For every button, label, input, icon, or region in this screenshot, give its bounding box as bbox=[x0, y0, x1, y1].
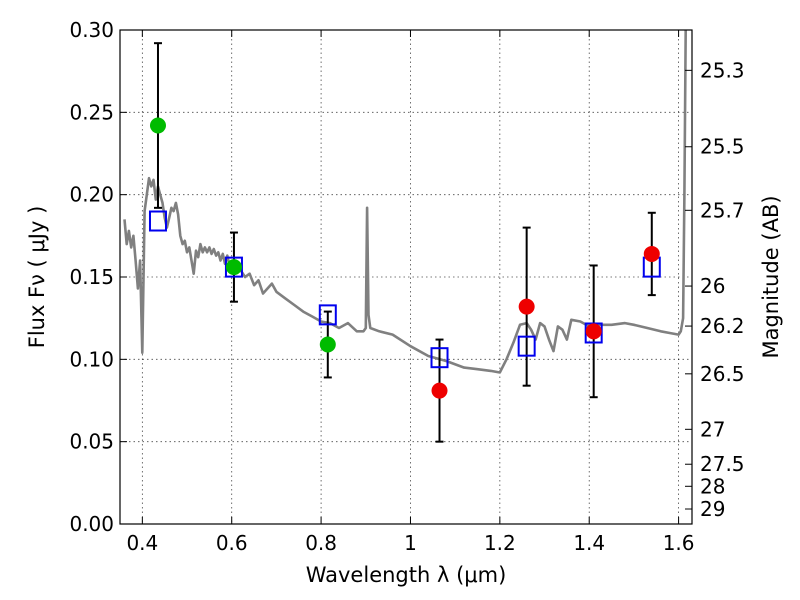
observed-flux-point bbox=[319, 336, 336, 353]
x-tick-label: 1 bbox=[404, 531, 417, 555]
right-axis-label: Magnitude (AB) bbox=[759, 195, 783, 358]
y-tick-label: 0.25 bbox=[69, 100, 114, 124]
observed-flux-point bbox=[643, 245, 660, 262]
model-flux-square bbox=[148, 210, 167, 232]
observed-flux-point bbox=[585, 323, 602, 340]
right-tick-label: 25.5 bbox=[700, 135, 745, 159]
observed-flux-point bbox=[149, 117, 166, 134]
plot-frame bbox=[119, 29, 693, 525]
observed-flux-point bbox=[518, 298, 535, 315]
x-tick-label: 0.8 bbox=[305, 531, 337, 555]
y-tick-label: 0.00 bbox=[69, 512, 114, 536]
x-axis-label: Wavelength λ (μm) bbox=[306, 563, 507, 587]
data-points bbox=[148, 117, 661, 399]
y-tick-label: 0.15 bbox=[69, 265, 114, 289]
axis-ticks bbox=[120, 29, 692, 525]
right-tick-label: 29 bbox=[700, 497, 725, 521]
y-axis-label: Flux Fν ( μJy ) bbox=[25, 206, 49, 349]
y-tick-label: 0.20 bbox=[69, 183, 114, 207]
x-tick-label: 0.4 bbox=[126, 531, 158, 555]
model-flux-square bbox=[517, 335, 536, 357]
right-tick-label: 25.3 bbox=[700, 58, 745, 82]
right-tick-label: 27 bbox=[700, 417, 725, 441]
model-flux-square bbox=[318, 304, 337, 326]
right-tick-label: 26.5 bbox=[700, 362, 745, 386]
x-tick-label: 1.2 bbox=[484, 531, 516, 555]
grid-lines bbox=[120, 30, 692, 524]
y-tick-label: 0.30 bbox=[69, 18, 114, 42]
right-tick-label: 25.7 bbox=[700, 198, 745, 222]
x-tick-label: 0.6 bbox=[216, 531, 248, 555]
observed-flux-point bbox=[431, 382, 448, 399]
x-tick-label: 1.6 bbox=[663, 531, 695, 555]
observed-flux-point bbox=[225, 259, 242, 276]
x-tick-label: 1.4 bbox=[573, 531, 605, 555]
model-flux-square bbox=[430, 347, 449, 369]
y-tick-label: 0.05 bbox=[69, 430, 114, 454]
right-tick-label: 28 bbox=[700, 474, 725, 498]
y-tick-label: 0.10 bbox=[69, 347, 114, 371]
tick-labels: 0.4 0.6 0.8 1 1.2 1.4 1.6 0.00 0.05 0.10 0.15 0.20 0… bbox=[69, 18, 744, 555]
right-tick-label: 27.5 bbox=[700, 452, 745, 476]
right-tick-label: 26.2 bbox=[700, 314, 745, 338]
right-tick-label: 26 bbox=[700, 274, 725, 298]
